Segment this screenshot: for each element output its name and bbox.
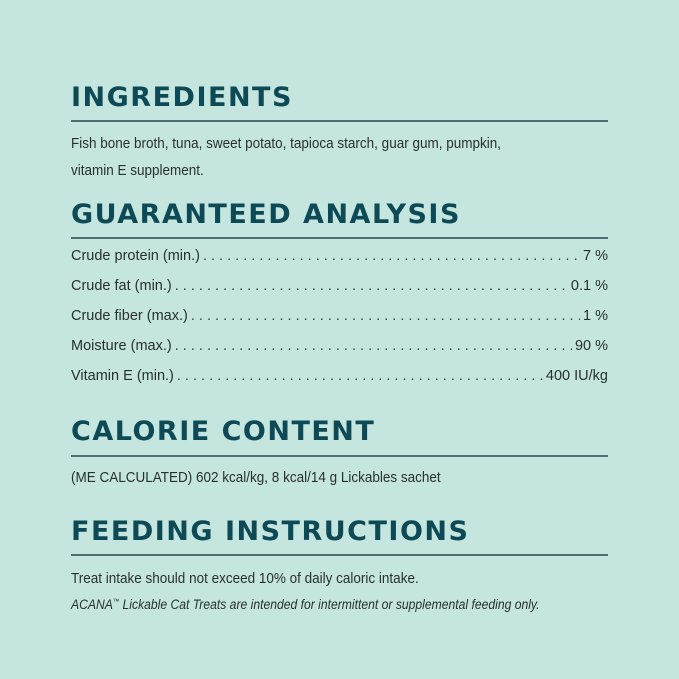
analysis-row: Crude protein (min.) 7 % [71, 249, 608, 264]
brand-name: ACANA [71, 597, 113, 612]
analysis-row: Crude fat (min.) 0.1 % [71, 279, 608, 294]
analysis-value: 7 % [583, 248, 608, 264]
calorie-heading: CALORIE CONTENT [71, 416, 376, 447]
analysis-heading: GUARANTEED ANALYSIS [71, 199, 461, 230]
feeding-text: Treat intake should not exceed 10% of da… [71, 570, 419, 587]
dot-leader [175, 339, 572, 354]
analysis-row: Moisture (max.) 90 % [71, 339, 608, 354]
feeding-note: ACANA™ Lickable Cat Treats are intended … [71, 598, 539, 612]
feeding-note-text: Lickable Cat Treats are intended for int… [119, 597, 540, 612]
trademark: ™ [112, 598, 120, 606]
analysis-value: 400 IU/kg [545, 368, 608, 384]
dot-leader [191, 309, 580, 324]
analysis-label: Crude fat (min.) [71, 278, 172, 294]
calorie-text: (ME CALCULATED) 602 kcal/kg, 8 kcal/14 g… [71, 469, 441, 486]
divider [71, 237, 608, 239]
analysis-label: Crude fiber (max.) [71, 308, 188, 324]
ingredients-heading: INGREDIENTS [71, 82, 293, 113]
analysis-label: Moisture (max.) [71, 338, 172, 354]
analysis-label: Vitamin E (min.) [71, 368, 174, 384]
dot-leader [203, 249, 580, 264]
dot-leader [177, 369, 543, 384]
dot-leader [175, 279, 568, 294]
analysis-value: 1 % [583, 308, 608, 324]
analysis-row: Crude fiber (max.) 1 % [71, 309, 608, 324]
divider [71, 120, 608, 122]
analysis-label: Crude protein (min.) [71, 248, 200, 264]
analysis-row: Vitamin E (min.) 400 IU/kg [71, 369, 608, 384]
ingredients-text-line2: vitamin E supplement. [71, 162, 204, 179]
ingredients-text-line1: Fish bone broth, tuna, sweet potato, tap… [71, 135, 502, 152]
analysis-value: 0.1 % [570, 278, 608, 294]
divider [71, 554, 608, 556]
analysis-value: 90 % [574, 338, 608, 354]
divider [71, 455, 608, 457]
feeding-heading: FEEDING INSTRUCTIONS [71, 516, 470, 547]
